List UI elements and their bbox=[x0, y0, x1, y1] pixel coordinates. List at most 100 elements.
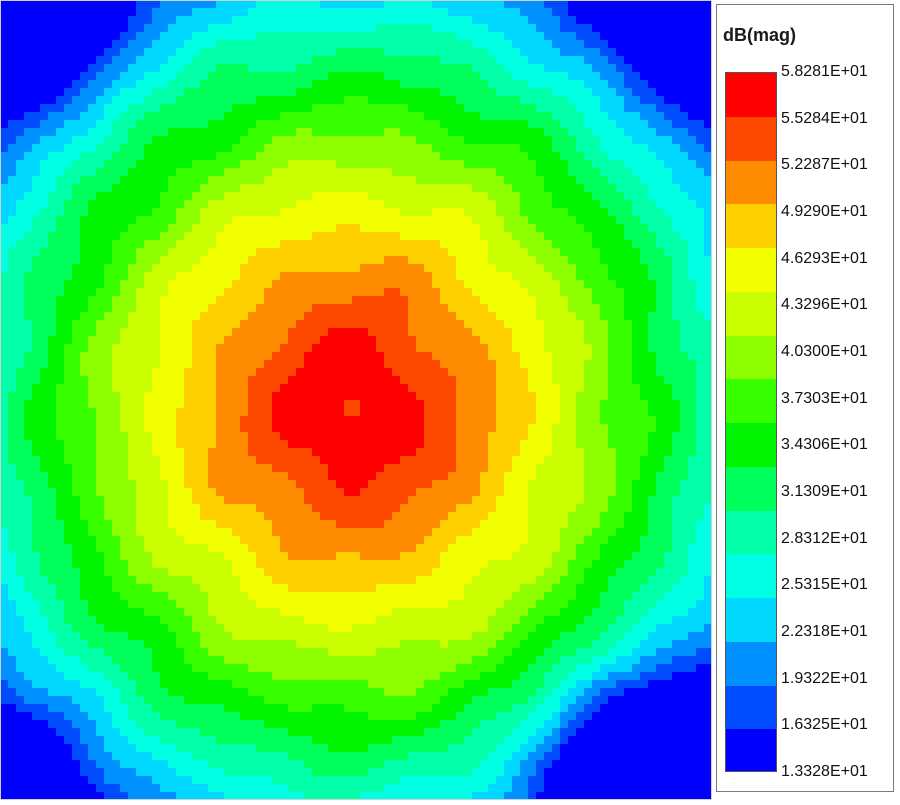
heatmap-cell bbox=[104, 152, 113, 161]
heatmap-cell bbox=[176, 32, 185, 41]
heatmap-cell bbox=[368, 328, 377, 337]
heatmap-cell bbox=[632, 416, 641, 425]
heatmap-cell bbox=[608, 280, 617, 289]
heatmap-cell bbox=[568, 192, 577, 201]
heatmap-cell bbox=[344, 272, 353, 281]
heatmap-cell bbox=[328, 280, 337, 289]
heatmap-cell bbox=[200, 256, 209, 265]
heatmap-cell bbox=[64, 136, 73, 145]
heatmap-cell bbox=[240, 408, 249, 417]
heatmap-cell bbox=[648, 272, 657, 281]
heatmap-cell bbox=[264, 160, 273, 169]
heatmap-cell bbox=[648, 0, 657, 9]
heatmap-cell bbox=[560, 184, 569, 193]
heatmap-cell bbox=[88, 120, 97, 129]
heatmap-cell bbox=[40, 152, 49, 161]
heatmap-cell bbox=[456, 336, 465, 345]
heatmap-cell bbox=[368, 96, 377, 105]
heatmap-cell bbox=[456, 56, 465, 65]
heatmap-cell bbox=[680, 296, 689, 305]
heatmap-cell bbox=[392, 392, 401, 401]
heatmap-cell bbox=[368, 72, 377, 81]
heatmap-cell bbox=[240, 208, 249, 217]
heatmap-cell bbox=[648, 248, 657, 257]
heatmap-cell bbox=[56, 384, 65, 393]
heatmap-cell bbox=[648, 152, 657, 161]
heatmap-cell bbox=[96, 32, 105, 41]
heatmap-cell bbox=[616, 216, 625, 225]
heatmap-cell bbox=[456, 264, 465, 273]
heatmap-cell bbox=[200, 384, 209, 393]
heatmap-cell bbox=[400, 224, 409, 233]
heatmap-cell bbox=[352, 264, 361, 273]
heatmap-cell bbox=[128, 248, 137, 257]
heatmap-cell bbox=[504, 88, 513, 97]
heatmap-cell bbox=[272, 408, 281, 417]
heatmap-cell bbox=[360, 312, 369, 321]
heatmap-cell bbox=[104, 248, 113, 257]
heatmap-cell bbox=[384, 208, 393, 217]
heatmap-cell bbox=[616, 352, 625, 361]
heatmap-cell bbox=[424, 408, 433, 417]
heatmap-cell bbox=[640, 368, 649, 377]
heatmap-cell bbox=[664, 272, 673, 281]
heatmap-cell bbox=[288, 48, 297, 57]
heatmap-cell bbox=[160, 424, 169, 433]
heatmap-cell bbox=[128, 8, 137, 17]
heatmap-cell bbox=[408, 56, 417, 65]
heatmap-cell bbox=[0, 136, 9, 145]
heatmap-cell bbox=[136, 24, 145, 33]
heatmap-cell bbox=[640, 416, 649, 425]
heatmap-cell bbox=[504, 312, 513, 321]
heatmap-cell bbox=[624, 264, 633, 273]
heatmap-cell bbox=[160, 400, 169, 409]
heatmap-cell bbox=[80, 104, 89, 113]
heatmap-cell bbox=[552, 376, 561, 385]
heatmap-cell bbox=[264, 152, 273, 161]
heatmap-cell bbox=[584, 40, 593, 49]
heatmap-cell bbox=[496, 368, 505, 377]
heatmap-cell bbox=[584, 304, 593, 313]
heatmap-cell bbox=[480, 120, 489, 129]
heatmap-cell bbox=[216, 376, 225, 385]
heatmap-cell bbox=[80, 16, 89, 25]
heatmap-cell bbox=[704, 168, 713, 177]
heatmap-cell bbox=[384, 240, 393, 249]
heatmap-cell bbox=[24, 408, 33, 417]
heatmap-cell bbox=[272, 264, 281, 273]
heatmap-cell bbox=[304, 136, 313, 145]
heatmap-cell bbox=[376, 304, 385, 313]
heatmap-cell bbox=[336, 376, 345, 385]
heatmap-cell bbox=[160, 384, 169, 393]
heatmap-cell bbox=[440, 432, 449, 441]
heatmap-cell bbox=[416, 72, 425, 81]
heatmap-cell bbox=[160, 408, 169, 417]
heatmap-cell bbox=[312, 352, 321, 361]
heatmap-cell bbox=[72, 144, 81, 153]
heatmap-cell bbox=[144, 8, 153, 17]
heatmap-cell bbox=[304, 184, 313, 193]
heatmap-cell bbox=[640, 408, 649, 417]
heatmap-cell bbox=[576, 360, 585, 369]
heatmap-cell bbox=[16, 176, 25, 185]
heatmap-cell bbox=[224, 400, 233, 409]
heatmap-cell bbox=[584, 128, 593, 137]
heatmap-cell bbox=[256, 312, 265, 321]
heatmap-cell bbox=[656, 344, 665, 353]
heatmap-cell bbox=[576, 320, 585, 329]
heatmap-cell bbox=[552, 216, 561, 225]
heatmap-cell bbox=[248, 144, 257, 153]
heatmap-cell bbox=[696, 128, 705, 137]
heatmap-cell bbox=[624, 296, 633, 305]
heatmap-cell bbox=[80, 128, 89, 137]
heatmap-cell bbox=[24, 136, 33, 145]
heatmap-cell bbox=[88, 384, 97, 393]
heatmap-cell bbox=[488, 432, 497, 441]
heatmap-cell bbox=[96, 424, 105, 433]
heatmap-cell bbox=[8, 8, 17, 17]
heatmap-cell bbox=[112, 304, 121, 313]
heatmap-cell bbox=[512, 344, 521, 353]
heatmap-cell bbox=[280, 352, 289, 361]
heatmap-cell bbox=[16, 384, 25, 393]
heatmap-cell bbox=[424, 384, 433, 393]
